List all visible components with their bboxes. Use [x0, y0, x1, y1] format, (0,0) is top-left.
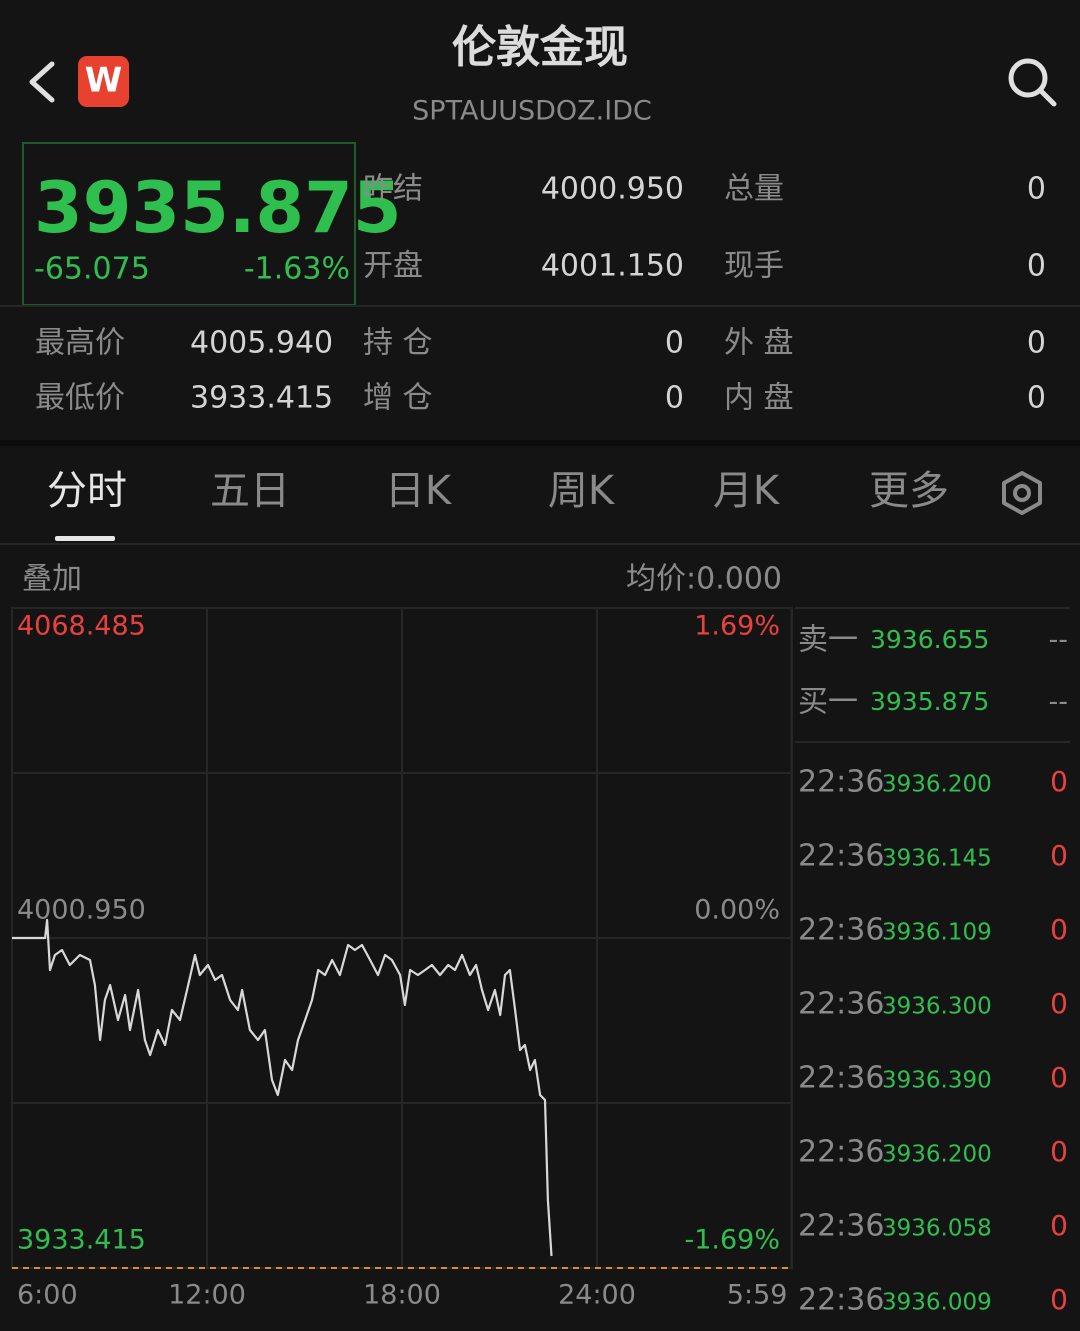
stats-grid: 昨结 4000.950 总量 0 开盘 4001.150 现手 0 最高价 4005.940 持 仓… [35, 172, 1046, 416]
tab[interactable]: 月K [713, 468, 781, 514]
search-button[interactable] [1008, 58, 1057, 107]
y2-tick-label: 1.69% [694, 611, 780, 642]
y2-tick-label: 0.00% [694, 895, 780, 926]
tab-indicator [55, 536, 115, 541]
trade-time: 22:36 [798, 1283, 884, 1318]
trade-time: 22:36 [798, 1135, 884, 1170]
x-tick-label: 12:00 [168, 1280, 246, 1311]
book-volume: -- [1049, 687, 1069, 718]
overlay-button[interactable]: 叠加 [22, 562, 82, 597]
stat-value: 0 [1027, 326, 1046, 361]
stat-value: 0 [1027, 172, 1046, 207]
stat-label: 最低价 [35, 381, 125, 416]
trade-volume: 0 [1050, 1061, 1068, 1094]
trade-time: 22:36 [798, 839, 884, 874]
order-book: 卖一 3936.655 -- 买一 3935.875 -- [798, 623, 1068, 720]
y2-tick-label: -1.69% [684, 1225, 780, 1256]
stat-label: 最高价 [35, 326, 125, 361]
search-icon-handle [1038, 88, 1057, 107]
settings-icon [1002, 471, 1042, 515]
title: 伦敦金现 [452, 22, 628, 73]
tab-bar: 分时 五日 日K 周K 月K 更多 [47, 468, 949, 514]
stat-label: 现手 [724, 249, 784, 284]
subtitle: SPTAUUSDOZ.IDC [412, 96, 652, 127]
trade-price: 3936.300 [882, 994, 992, 1020]
trade-volume: 0 [1050, 1283, 1068, 1316]
tab[interactable]: 分时 [47, 468, 127, 514]
average-price: 均价:0.000 [626, 562, 782, 597]
y-tick-label: 4000.950 [17, 895, 146, 926]
trade-price: 3936.058 [882, 1216, 992, 1242]
trade-time: 22:36 [798, 765, 884, 800]
book-side: 卖一 [798, 623, 858, 658]
settings-icon-center [1013, 484, 1031, 502]
trade-price: 3936.200 [882, 1142, 992, 1168]
price-line [12, 918, 553, 1257]
book-side: 买一 [798, 685, 858, 720]
logo-text: W [85, 61, 123, 101]
section-gap [0, 440, 1080, 446]
trade-volume: 0 [1050, 765, 1068, 798]
settings-button[interactable] [1002, 471, 1042, 515]
stat-label: 昨结 [363, 172, 423, 207]
trade-price: 3936.390 [882, 1068, 992, 1094]
trade-volume: 0 [1050, 913, 1068, 946]
stat-label: 持 仓 [363, 326, 433, 361]
trade-time: 22:36 [798, 987, 884, 1022]
trade-price: 3936.145 [882, 846, 992, 872]
price-change: -65.075 [34, 252, 150, 287]
stat-label: 总量 [724, 172, 784, 207]
x-tick-label: 5:59 [727, 1280, 788, 1311]
search-icon [1008, 58, 1048, 98]
tab[interactable]: 五日 [210, 468, 290, 514]
x-tick-label: 6:00 [17, 1280, 78, 1311]
back-button[interactable] [29, 61, 55, 103]
tab[interactable]: 更多 [869, 468, 949, 514]
trade-price: 3936.009 [882, 1290, 992, 1316]
stat-value: 3933.415 [190, 381, 333, 416]
intraday-chart: 6:00 12:00 18:00 24:00 5:59 3933.415 4000.950 4… [11, 607, 793, 1311]
stat-value: 4000.950 [541, 172, 684, 207]
price-change-pct: -1.63% [244, 252, 350, 287]
trade-volume: 0 [1050, 1209, 1068, 1242]
stat-value: 4001.150 [541, 249, 684, 284]
trade-volume: 0 [1050, 1135, 1068, 1168]
last-price: 3935.875 [34, 167, 402, 249]
trade-time: 22:36 [798, 1209, 884, 1244]
trade-volume: 0 [1050, 839, 1068, 872]
trade-volume: 0 [1050, 987, 1068, 1020]
book-volume: -- [1049, 625, 1069, 656]
book-price: 3936.655 [870, 625, 989, 654]
x-tick-label: 18:00 [363, 1280, 441, 1311]
x-tick-label: 24:00 [558, 1280, 636, 1311]
stat-value: 0 [1027, 249, 1046, 284]
trade-time: 22:36 [798, 913, 884, 948]
app-logo [78, 56, 129, 107]
stat-label: 增 仓 [363, 381, 433, 416]
trade-time: 22:36 [798, 1061, 884, 1096]
stat-label: 内 盘 [724, 381, 794, 416]
stat-value: 0 [665, 381, 684, 416]
tab[interactable]: 日K [385, 468, 453, 514]
trade-price: 3936.109 [882, 920, 992, 946]
stat-label: 开盘 [363, 249, 423, 284]
tab[interactable]: 周K [548, 468, 616, 514]
stat-value: 0 [1027, 381, 1046, 416]
book-price: 3935.875 [870, 687, 989, 716]
y-tick-label: 4068.485 [17, 611, 146, 642]
stat-value: 4005.940 [190, 326, 333, 361]
y-tick-label: 3933.415 [17, 1225, 146, 1256]
trade-price: 3936.200 [882, 772, 992, 798]
stat-label: 外 盘 [724, 326, 794, 361]
stat-value: 0 [665, 326, 684, 361]
